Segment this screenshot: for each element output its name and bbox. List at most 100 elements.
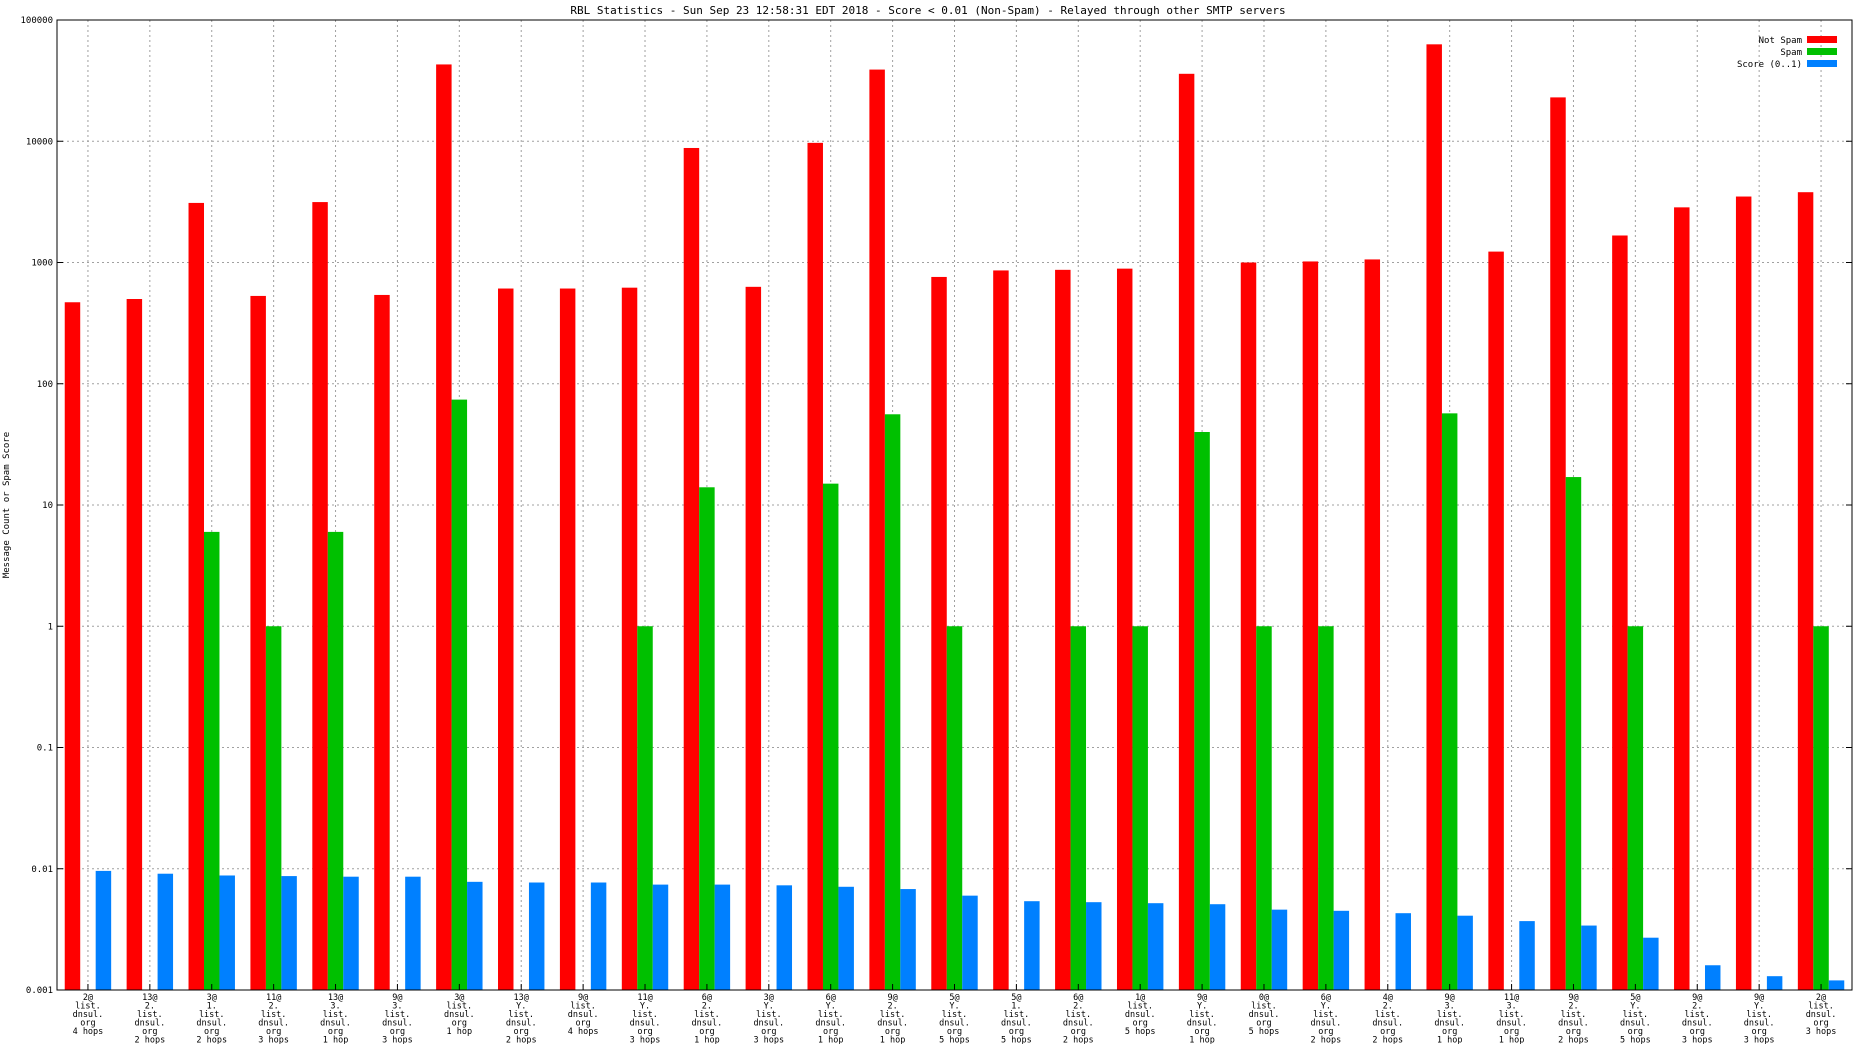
bar-score-0-1 <box>962 895 978 990</box>
x-tick-label: 9@ 2. list. dnsul. org 3 hops <box>1682 993 1713 1044</box>
x-tick-label-line: list. <box>1684 1010 1710 1020</box>
x-tick-label: 2@ list. dnsul. org 3 hops <box>1806 993 1837 1037</box>
x-tick-label-line: 3@ <box>454 993 464 1003</box>
x-tick-label-line: 5 hops <box>939 1036 970 1044</box>
x-tick-label-line: dnsul. <box>1063 1019 1094 1029</box>
bar-score-0-1 <box>1457 915 1473 990</box>
x-tick-label: 11@ 2. list. dnsul. org 3 hops <box>258 993 289 1044</box>
bar-spam <box>1132 626 1148 990</box>
x-tick-label-line: 2. <box>1568 1002 1578 1012</box>
x-tick-label-line: 3 hops <box>382 1036 413 1044</box>
x-tick-label-line: org <box>1194 1027 1209 1037</box>
x-tick-label-line: org <box>142 1027 157 1037</box>
x-tick-label-line: 5 hops <box>1125 1027 1156 1037</box>
y-tick-label: 10 <box>42 501 53 511</box>
x-tick-label-line: list. <box>756 1010 782 1020</box>
x-tick-label: 9@ 3. list. dnsul. org 1 hop <box>1434 993 1465 1044</box>
bar-spam <box>1070 626 1087 990</box>
x-tick-label-line: dnsul. <box>877 1019 908 1029</box>
bar-spam <box>1194 432 1210 990</box>
x-tick-label-line: 13@ <box>514 993 529 1003</box>
x-tick-label-line: 1 hop <box>447 1027 473 1037</box>
x-tick-label-line: 9@ <box>578 993 588 1003</box>
x-tick-label-line: list. <box>694 1010 720 1020</box>
x-tick-label-line: dnsul. <box>1496 1019 1527 1029</box>
x-tick-label-line: org <box>390 1027 405 1037</box>
x-tick-label-line: list. <box>137 1010 163 1020</box>
x-tick-label-line: dnsul. <box>382 1019 413 1029</box>
x-tick-label-line: 3 hops <box>1806 1027 1837 1037</box>
x-tick-label-line: list. <box>199 1010 225 1020</box>
x-tick-label: 9@ list. dnsul. org 4 hops <box>568 993 599 1037</box>
bar-not-spam <box>188 202 205 991</box>
x-tick-label-line: 2. <box>1073 1002 1083 1012</box>
bar-not-spam <box>1797 192 1814 990</box>
x-tick-label: 1@ list. dnsul. org 5 hops <box>1125 993 1156 1037</box>
x-tick-label-line: list. <box>942 1010 968 1020</box>
y-tick-label: 1 <box>48 622 53 632</box>
x-tick-label-line: 5@ <box>1011 993 1021 1003</box>
bar-spam <box>265 626 282 990</box>
x-tick-label-line: list. <box>1189 1010 1215 1020</box>
x-tick-label: 6@ Y. list. dnsul. org 1 hop <box>815 993 846 1044</box>
x-tick-label-line: list. <box>385 1010 411 1020</box>
x-tick-label-line: list. <box>261 1010 287 1020</box>
x-tick-label-line: 5@ <box>1630 993 1640 1003</box>
x-tick-label-line: 1. <box>207 1002 217 1012</box>
bar-spam <box>1627 626 1644 990</box>
bar-not-spam <box>1735 196 1752 991</box>
x-tick-label-line: 3. <box>330 1002 340 1012</box>
x-tick-label-line: org <box>1751 1027 1766 1037</box>
x-tick-label: 11@ 3. list. dnsul. org 1 hop <box>1496 993 1527 1044</box>
x-tick-label: 13@ Y. list. dnsul. org 2 hops <box>506 993 537 1044</box>
x-tick-label-line: dnsul. <box>258 1019 289 1029</box>
x-tick-label: 4@ 2. list. dnsul. org 2 hops <box>1372 993 1403 1044</box>
x-tick-label-line: Y. <box>516 1002 526 1012</box>
x-tick-label-line: 6@ <box>1073 993 1083 1003</box>
bar-not-spam <box>1550 97 1566 990</box>
x-tick-label-line: 11@ <box>1504 993 1519 1003</box>
bar-not-spam <box>807 142 823 990</box>
x-tick-label-line: 1 hop <box>880 1036 906 1044</box>
x-tick-label-line: dnsul. <box>1620 1019 1651 1029</box>
x-tick-label-line: list. <box>1746 1010 1772 1020</box>
x-tick-label-line: 2 hops <box>134 1036 165 1044</box>
bar-spam <box>822 483 839 990</box>
x-tick-label-line: 1 hop <box>694 1036 720 1044</box>
bar-not-spam <box>745 286 762 990</box>
x-tick-label-line: 1. <box>1011 1002 1021 1012</box>
x-tick-label-line: list. <box>1808 1002 1834 1012</box>
x-tick-label-line: list. <box>1375 1010 1401 1020</box>
x-tick-label-line: list. <box>570 1002 596 1012</box>
x-tick-label-line: dnsul. <box>1001 1019 1032 1029</box>
bar-spam <box>327 531 344 990</box>
x-tick-label-line: list. <box>880 1010 906 1020</box>
x-tick-label-line: Y. <box>1630 1002 1640 1012</box>
x-tick-label-line: 5 hops <box>1620 1036 1651 1044</box>
legend: Not Spam Spam Score (0..1) <box>1737 36 1837 70</box>
x-tick-label-line: 1 hop <box>1437 1036 1463 1044</box>
x-tick-label-line: 2 hops <box>1311 1036 1342 1044</box>
y-tick-label: 0.001 <box>26 986 53 996</box>
bar-not-spam <box>1612 235 1628 991</box>
bar-not-spam <box>1426 44 1442 991</box>
x-tick-label-line: org <box>1504 1027 1519 1037</box>
x-tick-label-line: Y. <box>1754 1002 1764 1012</box>
bar-spam <box>884 414 901 990</box>
bar-score-0-1 <box>467 881 483 990</box>
x-tick-label-line: Y. <box>1197 1002 1207 1012</box>
bar-score-0-1 <box>1086 902 1102 990</box>
x-tick-label-line: list. <box>75 1002 101 1012</box>
x-tick-label-line: dnsul. <box>1372 1019 1403 1029</box>
bar-spam <box>699 487 715 990</box>
x-tick-label-line: 6@ <box>702 993 712 1003</box>
bar-score-0-1 <box>1643 937 1659 990</box>
x-tick-label-line: org <box>1009 1027 1024 1037</box>
x-tick-label-line: 2 hops <box>196 1036 227 1044</box>
x-tick-label-line: dnsul. <box>815 1019 846 1029</box>
x-tick-label-line: 3. <box>392 1002 402 1012</box>
x-tick-label-line: org <box>452 1019 467 1029</box>
legend-swatch <box>1807 60 1837 67</box>
legend-swatch <box>1807 36 1837 43</box>
